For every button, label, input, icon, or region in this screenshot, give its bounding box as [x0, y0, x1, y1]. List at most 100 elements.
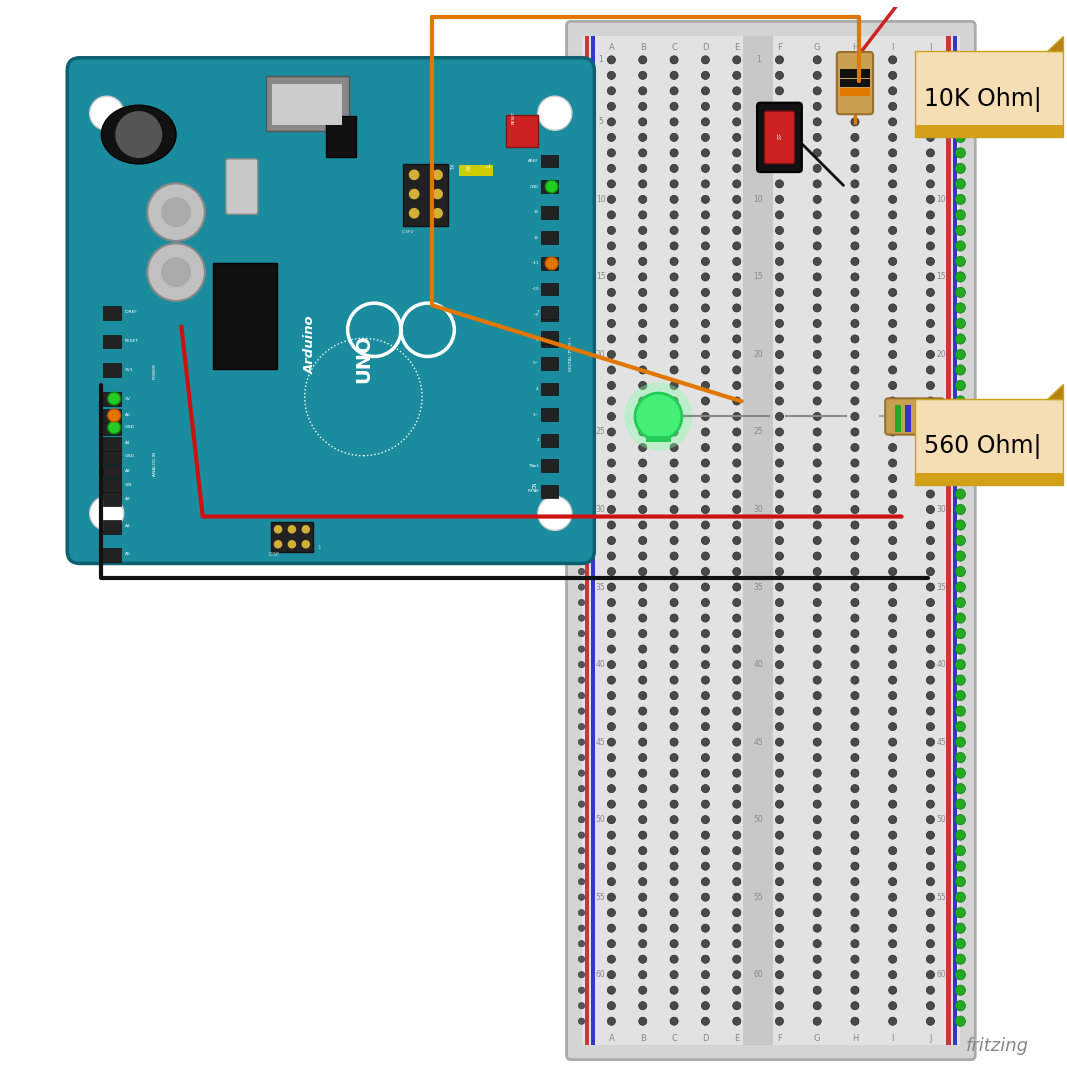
- Circle shape: [889, 552, 896, 561]
- Bar: [541, 459, 558, 472]
- Circle shape: [955, 613, 966, 623]
- Circle shape: [639, 707, 647, 715]
- Circle shape: [607, 366, 616, 374]
- Circle shape: [889, 273, 896, 281]
- Text: 25: 25: [595, 428, 606, 436]
- Circle shape: [889, 320, 896, 327]
- Text: 5: 5: [599, 118, 603, 126]
- Text: A1: A1: [125, 441, 130, 445]
- Circle shape: [578, 894, 585, 901]
- Circle shape: [733, 567, 740, 576]
- Circle shape: [926, 288, 935, 297]
- Circle shape: [578, 180, 585, 187]
- Bar: [103, 409, 121, 423]
- Circle shape: [955, 241, 966, 251]
- Text: 55: 55: [753, 893, 763, 902]
- Circle shape: [850, 676, 859, 684]
- Circle shape: [578, 119, 585, 125]
- Circle shape: [578, 1018, 585, 1025]
- Circle shape: [607, 583, 616, 591]
- Circle shape: [288, 525, 297, 534]
- Bar: [103, 306, 121, 320]
- Circle shape: [955, 256, 966, 267]
- Circle shape: [733, 1001, 740, 1010]
- Circle shape: [670, 413, 679, 420]
- Circle shape: [701, 490, 710, 498]
- Circle shape: [733, 769, 740, 778]
- Text: 15: 15: [753, 272, 763, 282]
- Text: 45: 45: [753, 738, 763, 746]
- Circle shape: [733, 800, 740, 808]
- Circle shape: [776, 645, 783, 653]
- Circle shape: [850, 630, 859, 637]
- Circle shape: [850, 56, 859, 64]
- Ellipse shape: [101, 105, 176, 164]
- Circle shape: [607, 893, 616, 901]
- Circle shape: [670, 893, 679, 901]
- Circle shape: [850, 180, 859, 188]
- Circle shape: [578, 739, 585, 745]
- Circle shape: [733, 350, 740, 359]
- Circle shape: [889, 149, 896, 157]
- Circle shape: [639, 815, 647, 824]
- Circle shape: [701, 335, 710, 343]
- Circle shape: [578, 692, 585, 699]
- Circle shape: [733, 428, 740, 436]
- Circle shape: [926, 645, 935, 653]
- Circle shape: [607, 769, 616, 778]
- Text: D: D: [702, 42, 708, 52]
- Text: TX►1: TX►1: [528, 463, 539, 468]
- Circle shape: [850, 661, 859, 669]
- Circle shape: [776, 180, 783, 188]
- Circle shape: [926, 784, 935, 793]
- Circle shape: [670, 335, 679, 343]
- Circle shape: [607, 723, 616, 731]
- Circle shape: [578, 56, 585, 63]
- Circle shape: [578, 987, 585, 994]
- Circle shape: [813, 227, 822, 234]
- Circle shape: [670, 1001, 679, 1010]
- Circle shape: [701, 567, 710, 576]
- Circle shape: [639, 661, 647, 669]
- Circle shape: [813, 878, 822, 886]
- Circle shape: [701, 723, 710, 731]
- Circle shape: [639, 303, 647, 312]
- Circle shape: [926, 815, 935, 824]
- Circle shape: [889, 769, 896, 778]
- Circle shape: [813, 583, 822, 591]
- Circle shape: [776, 707, 783, 715]
- Bar: [541, 382, 558, 395]
- Circle shape: [926, 149, 935, 157]
- Circle shape: [701, 303, 710, 312]
- Circle shape: [813, 71, 822, 80]
- Circle shape: [889, 908, 896, 917]
- Circle shape: [813, 862, 822, 870]
- Circle shape: [670, 366, 679, 374]
- Text: 40: 40: [936, 660, 946, 670]
- Text: 60: 60: [595, 970, 606, 980]
- Text: H: H: [851, 42, 858, 52]
- Circle shape: [639, 505, 647, 514]
- Circle shape: [955, 458, 966, 468]
- Text: 3V3: 3V3: [125, 368, 133, 372]
- Circle shape: [701, 630, 710, 637]
- Bar: [585, 37, 589, 1044]
- Circle shape: [733, 583, 740, 591]
- Circle shape: [926, 754, 935, 761]
- Circle shape: [955, 427, 966, 437]
- Text: ICSP: ICSP: [269, 552, 280, 557]
- Text: 40: 40: [595, 660, 606, 670]
- Circle shape: [670, 428, 679, 436]
- Circle shape: [639, 738, 647, 746]
- Circle shape: [701, 103, 710, 110]
- Text: E: E: [734, 1034, 739, 1043]
- Text: ON: ON: [532, 482, 538, 489]
- Circle shape: [776, 583, 783, 591]
- Circle shape: [607, 195, 616, 203]
- Circle shape: [701, 862, 710, 870]
- Bar: [582, 37, 960, 1044]
- Circle shape: [701, 459, 710, 467]
- Circle shape: [850, 986, 859, 995]
- Circle shape: [701, 381, 710, 390]
- Circle shape: [639, 413, 647, 420]
